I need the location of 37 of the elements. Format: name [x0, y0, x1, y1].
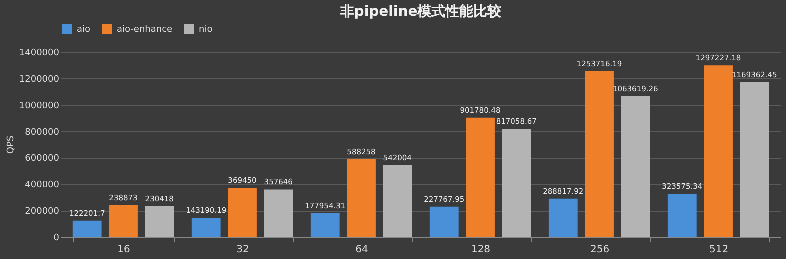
bar — [383, 165, 412, 237]
x-tick-label: 16 — [118, 244, 130, 256]
y-tick-label: 400000 — [25, 180, 60, 191]
bar — [585, 71, 614, 237]
bar — [109, 205, 138, 237]
bar — [704, 66, 733, 237]
y-axis-title: QPS — [6, 136, 16, 154]
bar — [72, 220, 102, 237]
chart-title: 非pipeline模式性能比较 — [339, 4, 503, 20]
y-tick-label: 1400000 — [19, 48, 60, 58]
y-tick-label: 1000000 — [19, 101, 60, 112]
bar — [347, 159, 376, 237]
legend-label: aio — [77, 25, 92, 35]
x-tick-label: 256 — [590, 244, 610, 256]
x-tick-label: 128 — [471, 244, 491, 256]
bar — [668, 194, 697, 237]
bar — [264, 190, 294, 237]
x-tick-label: 64 — [356, 244, 368, 256]
bar — [430, 206, 459, 237]
y-tick-label: 200000 — [25, 207, 60, 218]
bar — [310, 213, 340, 237]
legend-label: aio-enhance — [117, 25, 174, 35]
bar — [192, 218, 221, 237]
bar — [145, 206, 174, 237]
bar — [621, 96, 650, 237]
bar — [548, 198, 578, 237]
x-tick-label: 512 — [709, 244, 729, 256]
y-tick-label: 800000 — [25, 128, 60, 138]
y-tick-label: 0 — [54, 234, 60, 244]
legend-label: nio — [199, 25, 214, 35]
y-tick-label: 600000 — [25, 154, 60, 164]
bar — [740, 82, 770, 237]
y-tick-label: 1200000 — [19, 74, 60, 85]
x-tick-label: 32 — [236, 244, 250, 256]
bar — [466, 118, 495, 237]
bar — [502, 129, 532, 237]
bar — [228, 188, 257, 237]
